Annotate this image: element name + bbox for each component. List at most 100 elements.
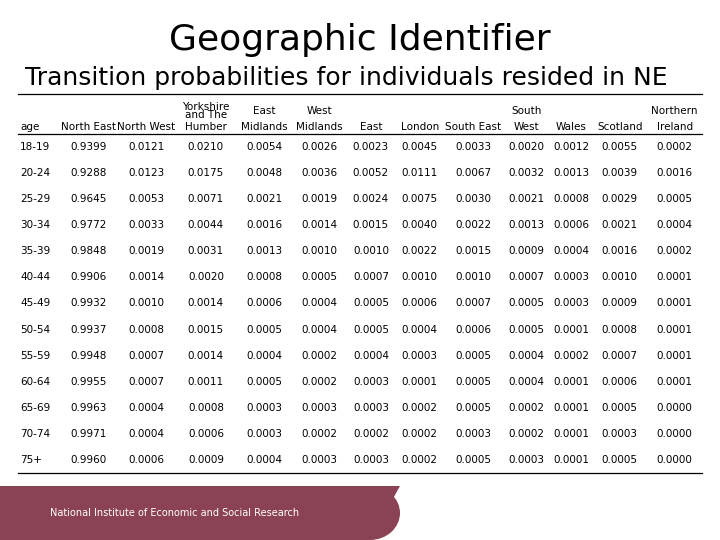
Text: 0.0002: 0.0002 <box>508 429 544 439</box>
Text: 0.0002: 0.0002 <box>508 403 544 413</box>
Text: East: East <box>360 122 382 132</box>
Text: 0.0175: 0.0175 <box>188 168 224 178</box>
Text: 0.9971: 0.9971 <box>70 429 107 439</box>
Text: 0.0014: 0.0014 <box>188 299 224 308</box>
Text: 0.0010: 0.0010 <box>128 299 164 308</box>
Text: 0.0001: 0.0001 <box>657 272 693 282</box>
Text: 0.0014: 0.0014 <box>301 220 337 230</box>
Text: 0.0004: 0.0004 <box>657 220 693 230</box>
Text: 0.0022: 0.0022 <box>402 246 438 256</box>
Text: 0.0020: 0.0020 <box>508 142 544 152</box>
Text: 0.0008: 0.0008 <box>188 403 224 413</box>
Text: 0.0021: 0.0021 <box>246 194 282 204</box>
Text: 0.0004: 0.0004 <box>353 350 389 361</box>
Text: 0.9772: 0.9772 <box>70 220 107 230</box>
Text: West: West <box>513 122 539 132</box>
Text: 0.0055: 0.0055 <box>602 142 638 152</box>
Text: South: South <box>511 106 541 116</box>
Text: 0.0001: 0.0001 <box>657 325 693 335</box>
Text: 0.0019: 0.0019 <box>301 194 337 204</box>
Text: 0.0004: 0.0004 <box>128 403 164 413</box>
Text: 0.0002: 0.0002 <box>301 350 337 361</box>
Text: 0.0036: 0.0036 <box>301 168 337 178</box>
Text: 0.0024: 0.0024 <box>353 194 389 204</box>
Text: 18-19: 18-19 <box>20 142 50 152</box>
Text: 0.0004: 0.0004 <box>246 455 282 465</box>
Text: 40-44: 40-44 <box>20 272 50 282</box>
Text: 0.0014: 0.0014 <box>188 350 224 361</box>
Text: 0.0006: 0.0006 <box>128 455 164 465</box>
Text: 0.0001: 0.0001 <box>554 403 590 413</box>
Text: 0.0016: 0.0016 <box>657 168 693 178</box>
Text: 0.0005: 0.0005 <box>301 272 337 282</box>
Text: Northern: Northern <box>652 106 698 116</box>
Text: 0.0001: 0.0001 <box>657 377 693 387</box>
Text: 0.0003: 0.0003 <box>402 350 438 361</box>
Text: 0.0000: 0.0000 <box>657 403 693 413</box>
Text: 0.0075: 0.0075 <box>402 194 438 204</box>
Text: 0.0007: 0.0007 <box>128 377 164 387</box>
Text: 0.0007: 0.0007 <box>353 272 389 282</box>
Text: Ireland: Ireland <box>657 122 693 132</box>
Text: 0.0003: 0.0003 <box>602 429 638 439</box>
Text: 0.0002: 0.0002 <box>554 350 590 361</box>
Text: 0.0033: 0.0033 <box>128 220 164 230</box>
Text: 0.0020: 0.0020 <box>188 272 224 282</box>
Text: 0.9848: 0.9848 <box>70 246 107 256</box>
Text: 0.0005: 0.0005 <box>455 377 491 387</box>
Text: 0.0006: 0.0006 <box>246 299 282 308</box>
Text: 0.0005: 0.0005 <box>455 403 491 413</box>
Text: 0.0013: 0.0013 <box>246 246 282 256</box>
Text: 0.0008: 0.0008 <box>554 194 590 204</box>
Text: 0.0014: 0.0014 <box>128 272 164 282</box>
Text: 70-74: 70-74 <box>20 429 50 439</box>
Text: 0.0003: 0.0003 <box>554 299 590 308</box>
Text: 0.0004: 0.0004 <box>508 350 544 361</box>
Text: 0.9955: 0.9955 <box>70 377 107 387</box>
Text: 0.0054: 0.0054 <box>246 142 282 152</box>
Text: 0.0016: 0.0016 <box>602 246 638 256</box>
Text: 0.0007: 0.0007 <box>602 350 638 361</box>
Text: London: London <box>400 122 439 132</box>
Text: 0.0021: 0.0021 <box>602 220 638 230</box>
Text: 0.0048: 0.0048 <box>246 168 282 178</box>
Text: 0.0004: 0.0004 <box>554 246 590 256</box>
Text: 0.0005: 0.0005 <box>353 299 389 308</box>
Text: 0.0010: 0.0010 <box>353 246 389 256</box>
Text: 0.0040: 0.0040 <box>402 220 438 230</box>
Text: 55-59: 55-59 <box>20 350 50 361</box>
Text: Geographic Identifier: Geographic Identifier <box>169 23 551 57</box>
Text: 0.9906: 0.9906 <box>70 272 107 282</box>
Text: 0.0010: 0.0010 <box>455 272 491 282</box>
Text: West: West <box>306 106 332 116</box>
Text: 0.0005: 0.0005 <box>455 350 491 361</box>
Text: 0.0016: 0.0016 <box>246 220 282 230</box>
Text: 0.0011: 0.0011 <box>188 377 224 387</box>
Text: 50-54: 50-54 <box>20 325 50 335</box>
Text: 0.0003: 0.0003 <box>246 403 282 413</box>
Text: 0.0013: 0.0013 <box>554 168 590 178</box>
Text: Midlands: Midlands <box>241 122 287 132</box>
Text: 0.0004: 0.0004 <box>128 429 164 439</box>
Text: 0.0004: 0.0004 <box>246 350 282 361</box>
Text: 0.0009: 0.0009 <box>602 299 638 308</box>
Text: 0.0001: 0.0001 <box>657 299 693 308</box>
Text: 0.0004: 0.0004 <box>402 325 438 335</box>
Text: 35-39: 35-39 <box>20 246 50 256</box>
Text: 0.0001: 0.0001 <box>554 455 590 465</box>
Text: and The: and The <box>185 110 227 120</box>
Text: 0.0003: 0.0003 <box>246 429 282 439</box>
Text: 0.0012: 0.0012 <box>554 142 590 152</box>
Text: 0.0003: 0.0003 <box>353 455 389 465</box>
Text: 0.0004: 0.0004 <box>301 325 337 335</box>
Text: 0.0010: 0.0010 <box>402 272 438 282</box>
Text: 0.0010: 0.0010 <box>301 246 337 256</box>
Text: 0.0002: 0.0002 <box>657 246 693 256</box>
Text: South East: South East <box>445 122 501 132</box>
Text: 0.0001: 0.0001 <box>402 377 438 387</box>
Text: 30-34: 30-34 <box>20 220 50 230</box>
Text: 0.0071: 0.0071 <box>188 194 224 204</box>
Polygon shape <box>0 486 400 540</box>
Text: 0.0026: 0.0026 <box>301 142 337 152</box>
Text: 0.0023: 0.0023 <box>353 142 389 152</box>
